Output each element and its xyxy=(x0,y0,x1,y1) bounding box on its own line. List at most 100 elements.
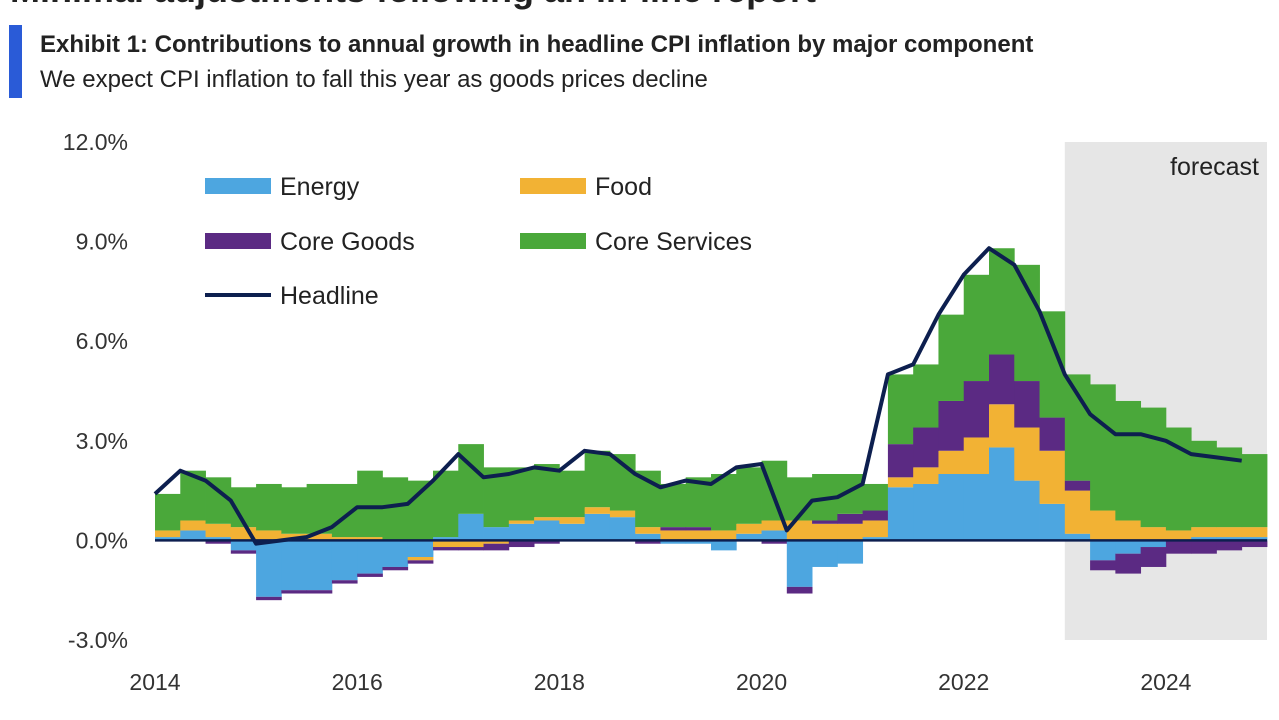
bar-segment xyxy=(1039,503,1066,541)
bar-segment xyxy=(938,474,965,541)
bar-segment xyxy=(458,540,484,548)
bar-segment xyxy=(256,540,282,597)
bar-segment xyxy=(635,527,661,534)
forecast-label: forecast xyxy=(1170,153,1259,181)
bar-segment xyxy=(609,510,636,518)
bar-segment xyxy=(660,530,687,541)
chart-subtitle: We expect CPI inflation to fall this yea… xyxy=(40,66,708,93)
bar-segment xyxy=(508,540,535,548)
bar-segment xyxy=(458,444,484,514)
bar-segment xyxy=(180,520,206,531)
bar-segment xyxy=(837,540,864,564)
bar-segment xyxy=(1115,540,1142,554)
bar-segment xyxy=(331,540,358,581)
legend-label: Core Goods xyxy=(280,228,415,256)
bar-segment xyxy=(256,483,282,531)
bar-segment xyxy=(281,540,308,591)
x-tick-label: 2014 xyxy=(129,669,180,695)
bar-segment xyxy=(1090,540,1116,561)
bar-segment xyxy=(155,493,181,531)
y-tick-label: 0.0% xyxy=(76,527,128,553)
legend-swatch xyxy=(205,233,271,249)
bar-segment xyxy=(635,533,661,541)
bar-segment xyxy=(534,517,560,521)
y-tick-label: -3.0% xyxy=(68,627,128,653)
bar-segment xyxy=(281,590,308,594)
bar-segment xyxy=(433,540,459,548)
bar-segment xyxy=(1014,427,1040,481)
chart-title: Exhibit 1: Contributions to annual growt… xyxy=(40,31,1033,58)
bar-segment xyxy=(837,513,864,524)
bar-segment xyxy=(205,523,232,538)
bar-segment xyxy=(812,540,838,567)
x-tick-label: 2018 xyxy=(534,669,585,695)
bar-segment xyxy=(534,520,560,541)
bar-segment xyxy=(786,540,813,587)
bar-segment xyxy=(1115,520,1142,541)
bar-segment xyxy=(205,540,232,544)
bar-segment xyxy=(913,483,939,541)
bar-segment xyxy=(963,274,990,382)
bar-segment xyxy=(1014,264,1040,382)
bar-segment xyxy=(357,540,383,574)
bar-segment xyxy=(761,530,788,541)
x-tick-label: 2016 xyxy=(332,669,383,695)
bar-segment xyxy=(230,540,257,551)
bar-segment xyxy=(913,467,939,484)
bar-segment xyxy=(1241,537,1268,541)
bar-segment xyxy=(1064,374,1091,481)
bar-segment xyxy=(887,487,914,541)
bar-segment xyxy=(407,557,434,561)
bar-segment xyxy=(1039,417,1066,451)
bar-segment xyxy=(887,477,914,488)
bar-segment xyxy=(483,540,510,544)
bar-segment xyxy=(1090,510,1116,541)
bar-segment xyxy=(685,477,712,528)
bar-segment xyxy=(1216,527,1243,538)
bar-segment xyxy=(433,547,459,551)
bar-segment xyxy=(711,530,737,541)
accent-bar xyxy=(9,25,22,98)
bar-segment xyxy=(534,464,560,518)
bar-segment xyxy=(559,523,586,541)
bar-segment xyxy=(306,533,333,541)
bar-segment xyxy=(306,540,333,591)
bar-segment xyxy=(382,477,409,541)
bar-segment xyxy=(989,447,1015,541)
bar-segment xyxy=(281,487,308,534)
bar-segment xyxy=(1014,381,1040,428)
legend-label: Headline xyxy=(280,282,379,310)
bar-segment xyxy=(837,523,864,541)
bar-segment xyxy=(1241,540,1268,548)
y-tick-label: 12.0% xyxy=(63,129,128,155)
bar-segment xyxy=(736,467,762,524)
bar-segment xyxy=(812,520,838,524)
bar-segment xyxy=(862,510,889,521)
bar-segment xyxy=(508,523,535,541)
x-tick-label: 2022 xyxy=(938,669,989,695)
bar-segment xyxy=(761,520,788,531)
bar-segment xyxy=(1115,553,1142,574)
bar-segment xyxy=(1064,533,1091,541)
bar-segment xyxy=(1064,480,1091,491)
bar-segment xyxy=(711,540,737,551)
bar-segment xyxy=(862,537,889,541)
x-tick-label: 2020 xyxy=(736,669,787,695)
bar-segment xyxy=(685,540,712,544)
bar-segment xyxy=(230,550,257,554)
bar-segment xyxy=(508,467,535,521)
bar-segment xyxy=(1014,480,1040,541)
bar-segment xyxy=(1191,540,1217,554)
bar-segment xyxy=(963,381,990,438)
bar-segment xyxy=(584,513,611,541)
legend-swatch xyxy=(520,178,586,194)
bar-segment xyxy=(913,364,939,428)
bar-segment xyxy=(609,517,636,541)
legend-label: Core Services xyxy=(595,228,752,256)
bar-segment xyxy=(357,573,383,577)
bar-segment xyxy=(736,523,762,534)
headline-line xyxy=(153,246,1242,546)
bar-segment xyxy=(508,520,535,524)
bar-segment xyxy=(989,404,1015,448)
bar-segment xyxy=(1191,527,1217,538)
